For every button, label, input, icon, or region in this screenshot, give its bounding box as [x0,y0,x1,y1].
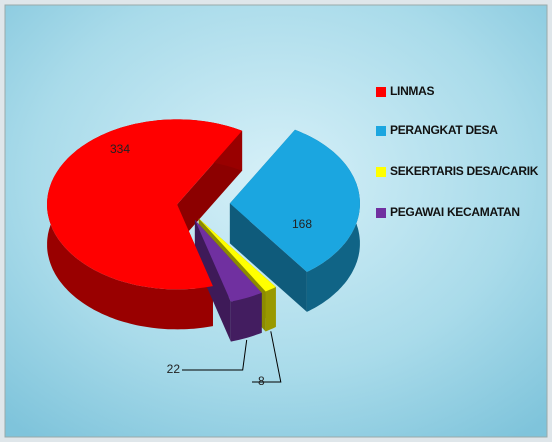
legend-swatch [376,167,386,177]
slice-side [265,287,276,332]
slice [229,129,360,272]
legend-swatch [376,87,386,97]
data-label: 8 [258,374,265,388]
legend: LINMAS PERANGKAT DESA SEKERTARIS DESA/CARI… [376,84,539,219]
slice [47,119,243,290]
legend-label: PEGAWAI KECAMATAN [390,205,520,219]
leader-line [252,331,282,383]
legend-label: PERANGKAT DESA [390,123,498,137]
legend-label: SEKERTARIS DESA/CARIK [390,164,539,178]
slice [194,219,262,302]
slice-cut-face [194,219,231,342]
leader-line [182,339,248,371]
legend-label: LINMAS [390,84,434,98]
slice-side [230,292,262,342]
data-label: 22 [167,362,181,376]
legend-swatch [376,126,386,136]
legend-swatch [376,208,386,218]
pie: 334 168 8 22 [47,119,360,388]
data-label: 168 [292,217,312,231]
slice-cut-face [229,203,307,312]
slice [198,218,276,292]
data-label: 334 [110,142,130,156]
